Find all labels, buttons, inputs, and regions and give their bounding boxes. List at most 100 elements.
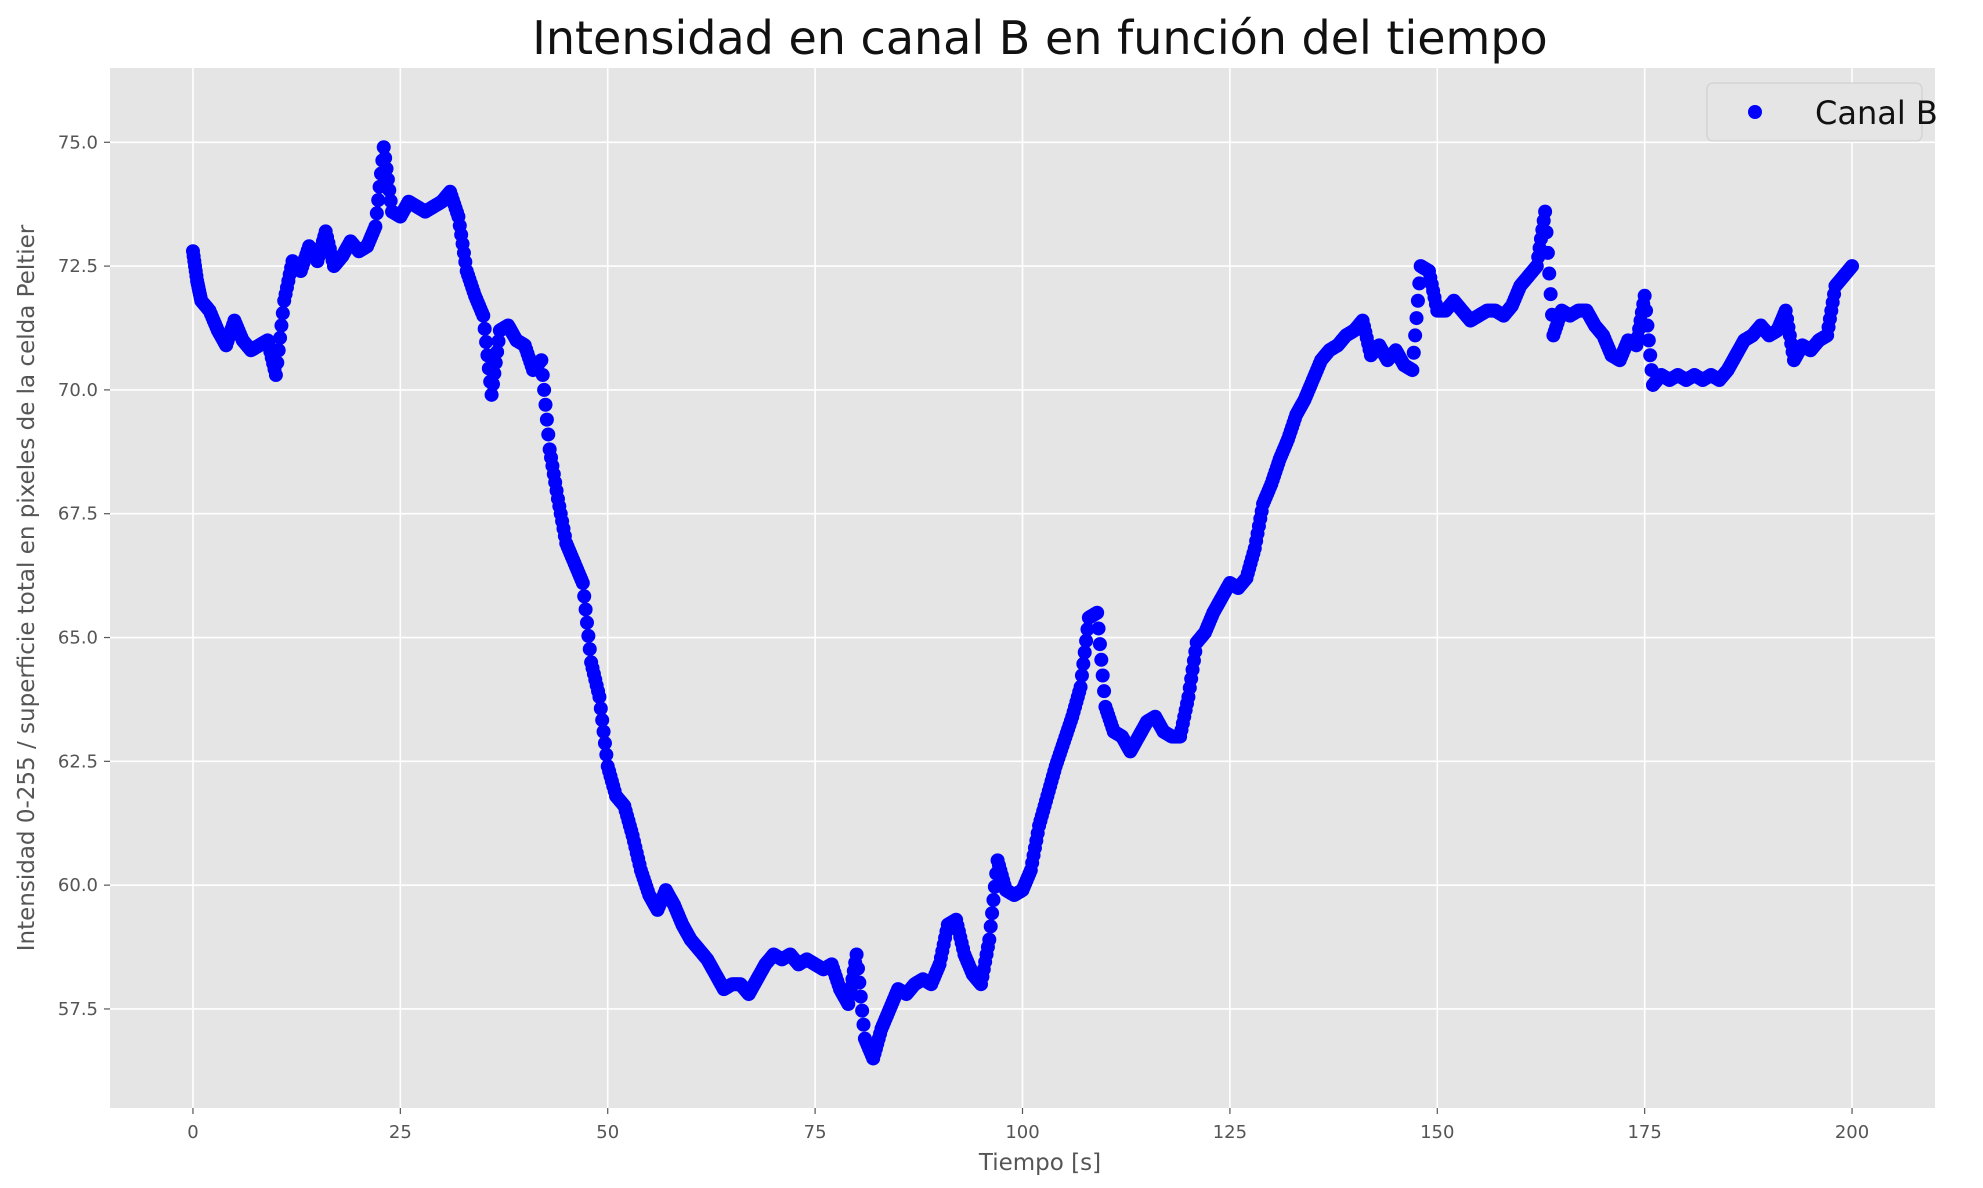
x-tick-label: 175 [1627, 1122, 1661, 1143]
data-point [538, 397, 553, 412]
data-point [1542, 266, 1557, 281]
data-point [849, 947, 864, 962]
data-point [268, 368, 283, 383]
data-point [1845, 259, 1860, 274]
data-point [479, 335, 494, 350]
data-point [1077, 645, 1092, 660]
y-tick-label: 62.5 [58, 751, 98, 772]
data-point [852, 975, 867, 990]
data-point [1080, 622, 1095, 637]
data-point [1640, 318, 1655, 333]
data-point [1409, 311, 1424, 326]
y-tick-label: 67.5 [58, 504, 98, 525]
data-point [1092, 637, 1107, 652]
data-point [1637, 288, 1652, 303]
data-point [488, 355, 503, 370]
data-point [368, 219, 383, 234]
data-point [575, 576, 590, 591]
data-point [595, 713, 610, 728]
data-point [369, 206, 384, 221]
data-point [581, 628, 596, 643]
data-point [490, 344, 505, 359]
data-point [541, 427, 556, 442]
data-point [270, 355, 285, 370]
y-tick-label: 57.5 [58, 999, 98, 1020]
legend: Canal B [1706, 82, 1938, 142]
x-tick-label: 0 [187, 1122, 198, 1143]
data-point [1097, 684, 1112, 699]
data-point [1074, 668, 1089, 683]
y-axis-label: Intensidad 0-255 / superficie total en p… [14, 224, 40, 951]
x-axis-label: Tiempo [s] [978, 1150, 1101, 1176]
data-point [1539, 225, 1554, 240]
data-point [1405, 363, 1420, 378]
x-tick-label: 75 [804, 1122, 827, 1143]
data-point [1079, 633, 1094, 648]
data-point [1073, 680, 1088, 695]
data-point [273, 330, 288, 345]
data-point [1643, 348, 1658, 363]
data-point [1540, 245, 1555, 260]
data-point [378, 150, 393, 165]
data-point [577, 589, 592, 604]
data-point [539, 412, 554, 427]
data-point [982, 932, 997, 947]
data-point [379, 161, 394, 176]
x-tick-label: 100 [1005, 1122, 1039, 1143]
data-point [1543, 287, 1558, 302]
data-point [275, 306, 290, 321]
data-point [382, 183, 397, 198]
legend-label: Canal B [1815, 94, 1938, 132]
data-point [983, 919, 998, 934]
data-point [582, 642, 597, 657]
data-point [383, 193, 398, 208]
data-point [1095, 668, 1110, 683]
data-point [484, 387, 499, 402]
data-point [578, 602, 593, 617]
y-tick-label: 72.5 [58, 256, 98, 277]
data-point [537, 382, 552, 397]
data-point [1538, 204, 1553, 219]
data-point [856, 1017, 871, 1032]
x-tick-label: 125 [1213, 1122, 1247, 1143]
data-point [274, 318, 289, 333]
data-point [1410, 293, 1425, 308]
x-tick-label: 200 [1835, 1122, 1869, 1143]
y-tick-label: 70.0 [58, 380, 98, 401]
data-point [593, 701, 608, 716]
y-tick-label: 60.0 [58, 875, 98, 896]
data-point [985, 906, 1000, 921]
data-point [597, 736, 612, 751]
data-point [376, 140, 391, 155]
data-point [1639, 303, 1654, 318]
data-point [1406, 345, 1421, 360]
data-point [1408, 328, 1423, 343]
data-point [1091, 621, 1106, 636]
data-point [371, 193, 386, 208]
legend-box [1706, 82, 1923, 142]
x-tick-label: 150 [1420, 1122, 1454, 1143]
data-point [487, 366, 502, 381]
data-point [850, 961, 865, 976]
data-point [1094, 652, 1109, 667]
data-point [485, 377, 500, 392]
data-point [592, 689, 607, 704]
data-point [491, 334, 506, 349]
data-point [579, 615, 594, 630]
data-point [853, 989, 868, 1004]
data-point [986, 893, 1001, 907]
data-point [599, 747, 614, 762]
data-point [271, 343, 286, 358]
data-point [1412, 276, 1427, 291]
data-point [534, 353, 549, 368]
y-tick-label: 65.0 [58, 628, 98, 649]
legend-marker [1748, 105, 1762, 119]
x-axis-ticks: 0 25 50 75 100 125 150 175 200 [187, 1108, 1869, 1143]
data-point [535, 368, 550, 383]
y-axis-ticks: 57.5 60.0 62.5 65.0 67.5 70.0 72.5 75.0 [58, 132, 110, 1020]
data-points [185, 140, 1860, 1066]
x-tick-label: 25 [389, 1122, 412, 1143]
data-point [380, 172, 395, 187]
data-point [596, 724, 611, 739]
